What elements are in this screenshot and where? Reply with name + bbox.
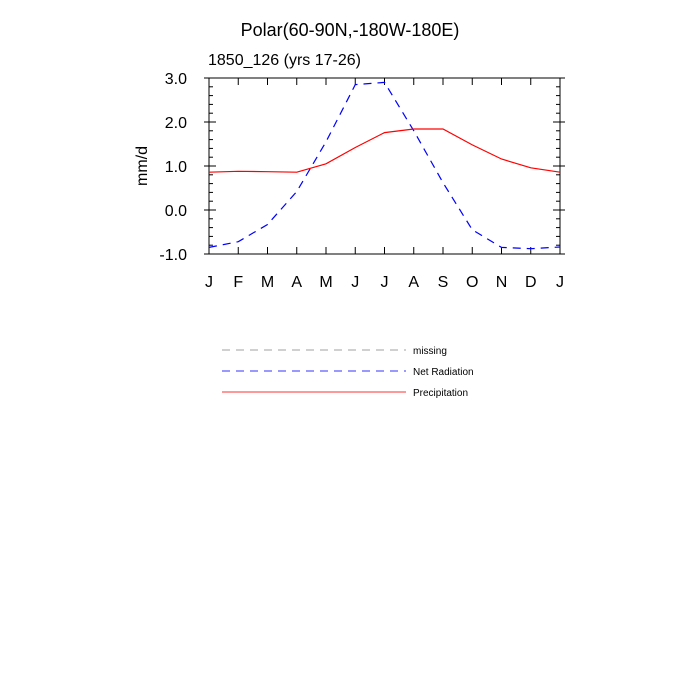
legend-label-missing: missing bbox=[413, 346, 447, 357]
x-tick-label: F bbox=[233, 274, 243, 291]
y-tick-label: -1.0 bbox=[159, 247, 187, 264]
y-axis-label: mm/d bbox=[134, 146, 151, 186]
y-tick-label: 2.0 bbox=[165, 115, 187, 132]
y-tick-label: 0.0 bbox=[165, 203, 187, 220]
series-line-net-radiation bbox=[208, 81, 561, 250]
legend-label-net-radiation: Net Radiation bbox=[413, 367, 474, 378]
x-ticks bbox=[208, 78, 561, 254]
x-tick-label: A bbox=[408, 274, 419, 291]
legend-label-precipitation: Precipitation bbox=[413, 388, 468, 399]
y-tick-label: 3.0 bbox=[165, 71, 187, 88]
x-tick-label: J bbox=[351, 274, 359, 291]
series-line-precipitation bbox=[208, 128, 561, 173]
chart-subtitle: 1850_126 (yrs 17-26) bbox=[208, 52, 361, 69]
y-major-ticks bbox=[204, 77, 565, 255]
x-tick-label: S bbox=[438, 274, 449, 291]
x-tick-label: D bbox=[525, 274, 537, 291]
x-tick-label: O bbox=[466, 274, 478, 291]
x-tick-label: J bbox=[556, 274, 564, 291]
x-tick-label: N bbox=[496, 274, 508, 291]
x-tick-label: M bbox=[261, 274, 274, 291]
x-tick-label: J bbox=[205, 274, 213, 291]
y-tick-labels: -1.0 0.0 1.0 2.0 3.0 bbox=[159, 71, 187, 264]
y-minor-ticks bbox=[209, 86, 560, 246]
chart-title: Polar(60-90N,-180W-180E) bbox=[241, 20, 460, 40]
x-tick-label: M bbox=[319, 274, 332, 291]
x-tick-label: J bbox=[381, 274, 389, 291]
y-tick-label: 1.0 bbox=[165, 159, 187, 176]
legend: missing Net Radiation Precipitation bbox=[222, 346, 474, 399]
series-layer bbox=[208, 81, 561, 250]
x-tick-label: A bbox=[291, 274, 302, 291]
